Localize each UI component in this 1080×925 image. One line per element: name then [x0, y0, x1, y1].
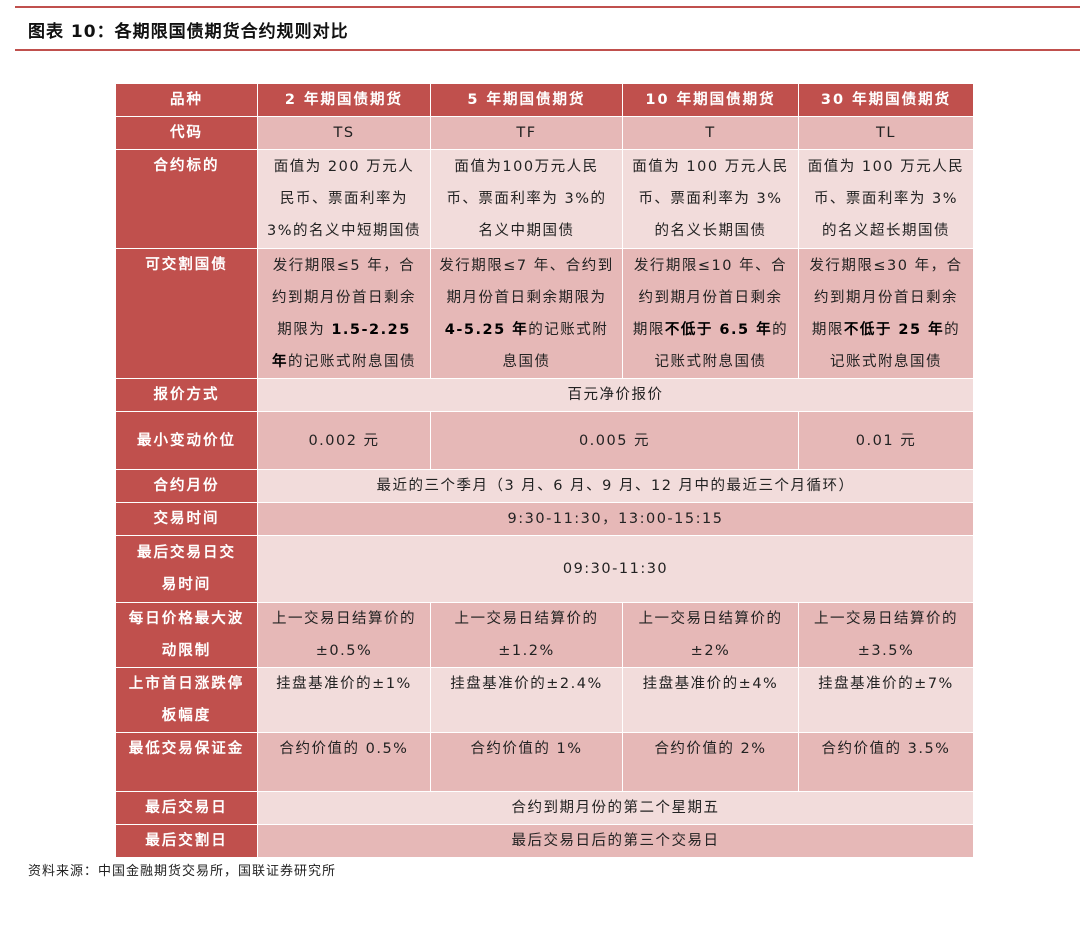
header-cell: 品种 [115, 83, 258, 117]
table-row: 最后交易日交易时间 09:30-11:30 [115, 535, 974, 603]
row-label: 每日价格最大波动限制 [115, 602, 258, 668]
cell: 9:30-11:30，13:00-15:15 [257, 502, 974, 536]
cell: T [622, 116, 799, 150]
row-label: 最后交易日 [115, 791, 258, 825]
text: 的记账式附息国债 [502, 321, 609, 370]
cell: 0.01 元 [798, 411, 974, 470]
cell: 上一交易日结算价的±1.2% [430, 602, 623, 668]
cell: 发行期限≤5 年，合约到期月份首日剩余期限为 1.5-2.25 年的记账式附息国… [257, 248, 431, 379]
row-label: 最低交易保证金 [115, 732, 258, 792]
cell: 面值为 200 万元人民币、票面利率为 3%的名义中短期国债 [257, 149, 431, 249]
header-cell: 2 年期国债期货 [257, 83, 431, 117]
table-row: 每日价格最大波动限制 上一交易日结算价的±0.5% 上一交易日结算价的±1.2%… [115, 602, 974, 668]
header-cell: 30 年期国债期货 [798, 83, 974, 117]
text: 的记账式附息国债 [830, 321, 961, 370]
text: 发行期限≤5 年，合约到期月份首日剩余期限为 [272, 257, 416, 338]
cell: 挂盘基准价的±4% [622, 667, 799, 733]
title-rule [15, 49, 1080, 51]
source-note: 资料来源：中国金融期货交易所，国联证券研究所 [28, 864, 337, 879]
cell: 最后交易日后的第三个交易日 [257, 824, 974, 858]
cell: 上一交易日结算价的±3.5% [798, 602, 974, 668]
table-row: 最后交割日 最后交易日后的第三个交易日 [115, 824, 974, 858]
bold-text: 不低于 25 年 [843, 321, 945, 338]
header-cell: 10 年期国债期货 [622, 83, 799, 117]
cell: 合约价值的 3.5% [798, 732, 974, 792]
table-row: 交易时间 9:30-11:30，13:00-15:15 [115, 502, 974, 536]
table-row: 最后交易日 合约到期月份的第二个星期五 [115, 791, 974, 825]
cell: 面值为100万元人民币、票面利率为 3%的名义中期国债 [430, 149, 623, 249]
bold-text: 4-5.25 年 [444, 321, 529, 338]
cell: 合约到期月份的第二个星期五 [257, 791, 974, 825]
cell: TF [430, 116, 623, 150]
table-row: 代码 TS TF T TL [115, 116, 974, 150]
contract-comparison-table: 品种 2 年期国债期货 5 年期国债期货 10 年期国债期货 30 年期国债期货… [115, 83, 974, 858]
header-cell: 5 年期国债期货 [430, 83, 623, 117]
row-label: 代码 [115, 116, 258, 150]
table-row: 合约标的 面值为 200 万元人民币、票面利率为 3%的名义中短期国债 面值为1… [115, 149, 974, 249]
cell: 合约价值的 0.5% [257, 732, 431, 792]
row-label: 合约月份 [115, 469, 258, 503]
header-row: 品种 2 年期国债期货 5 年期国债期货 10 年期国债期货 30 年期国债期货 [115, 83, 974, 117]
cell: 面值为 100 万元人民币、票面利率为 3%的名义超长期国债 [798, 149, 974, 249]
text: 发行期限≤30 年，合约到期月份首日剩余期限 [809, 257, 963, 338]
row-label: 最小变动价位 [115, 411, 258, 470]
bold-text: 不低于 6.5 年 [664, 321, 773, 338]
cell: TS [257, 116, 431, 150]
cell: 挂盘基准价的±7% [798, 667, 974, 733]
bold-text: 1.5-2.25 年 [272, 321, 411, 370]
row-label: 最后交割日 [115, 824, 258, 858]
row-label: 交易时间 [115, 502, 258, 536]
table-row: 报价方式 百元净价报价 [115, 378, 974, 412]
cell: 上一交易日结算价的±2% [622, 602, 799, 668]
cell: 0.005 元 [430, 411, 799, 470]
cell: 发行期限≤10 年、合约到期月份首日剩余期限不低于 6.5 年的记账式附息国债 [622, 248, 799, 379]
row-label: 最后交易日交易时间 [115, 535, 258, 603]
cell: 面值为 100 万元人民币、票面利率为 3%的名义长期国债 [622, 149, 799, 249]
cell: 上一交易日结算价的±0.5% [257, 602, 431, 668]
table-row: 最小变动价位 0.002 元 0.005 元 0.01 元 [115, 411, 974, 470]
table-row: 合约月份 最近的三个季月（3 月、6 月、9 月、12 月中的最近三个月循环） [115, 469, 974, 503]
figure-title: 图表 10：各期限国债期货合约规则对比 [28, 22, 349, 42]
cell: 挂盘基准价的±1% [257, 667, 431, 733]
row-label: 上市首日涨跌停板幅度 [115, 667, 258, 733]
row-label: 可交割国债 [115, 248, 258, 379]
cell: 合约价值的 1% [430, 732, 623, 792]
text: 发行期限≤7 年、合约到期月份首日剩余期限为 [439, 257, 614, 306]
text: 发行期限≤10 年、合约到期月份首日剩余期限 [632, 257, 788, 338]
row-label: 合约标的 [115, 149, 258, 249]
cell: 0.002 元 [257, 411, 431, 470]
top-rule [15, 6, 1080, 8]
text: 的记账式附息国债 [288, 353, 416, 370]
cell: 合约价值的 2% [622, 732, 799, 792]
cell: 最近的三个季月（3 月、6 月、9 月、12 月中的最近三个月循环） [257, 469, 974, 503]
row-label: 报价方式 [115, 378, 258, 412]
cell: 挂盘基准价的±2.4% [430, 667, 623, 733]
table-row: 上市首日涨跌停板幅度 挂盘基准价的±1% 挂盘基准价的±2.4% 挂盘基准价的±… [115, 667, 974, 733]
cell: 09:30-11:30 [257, 535, 974, 603]
table-row: 可交割国债 发行期限≤5 年，合约到期月份首日剩余期限为 1.5-2.25 年的… [115, 248, 974, 379]
cell: 发行期限≤7 年、合约到期月份首日剩余期限为 4-5.25 年的记账式附息国债 [430, 248, 623, 379]
cell: TL [798, 116, 974, 150]
text: 的记账式附息国债 [654, 321, 789, 370]
cell: 发行期限≤30 年，合约到期月份首日剩余期限不低于 25 年的记账式附息国债 [798, 248, 974, 379]
cell: 百元净价报价 [257, 378, 974, 412]
table-row: 最低交易保证金 合约价值的 0.5% 合约价值的 1% 合约价值的 2% 合约价… [115, 732, 974, 792]
